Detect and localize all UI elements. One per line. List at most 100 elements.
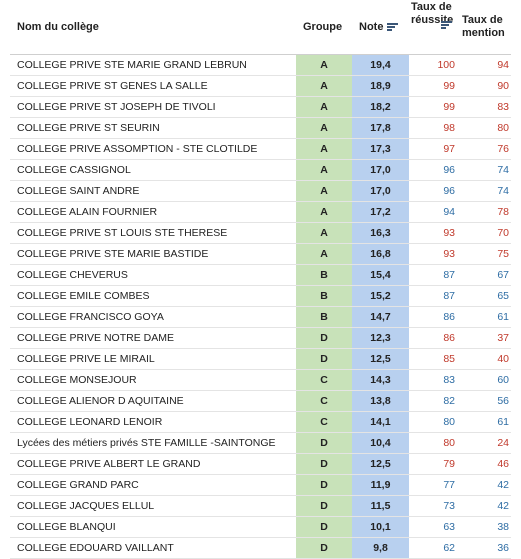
taux-mention-cell: 78 — [497, 206, 509, 218]
note-cell: 15,4 — [352, 265, 409, 285]
college-name-cell: COLLEGE EDOUARD VAILLANT — [17, 542, 174, 554]
groupe-cell: D — [296, 454, 352, 474]
college-name-cell: COLLEGE PRIVE STE MARIE GRAND LEBRUN — [17, 59, 247, 71]
sort-icon[interactable] — [441, 21, 452, 30]
column-header-taux-mention[interactable]: Taux de mention — [462, 14, 505, 39]
taux-mention-cell: 61 — [497, 311, 509, 323]
groupe-cell: C — [296, 370, 352, 390]
taux-mention-cell: 37 — [497, 332, 509, 344]
groupe-cell: D — [296, 517, 352, 537]
taux-mention-cell: 24 — [497, 437, 509, 449]
taux-mention-cell: 70 — [497, 227, 509, 239]
table-row: COLLEGE SAINT ANDRE A 17,0 96 74 — [10, 181, 511, 202]
taux-reussite-cell: 86 — [443, 332, 455, 344]
taux-mention-cell: 74 — [497, 185, 509, 197]
college-name-cell: COLLEGE MONSEJOUR — [17, 374, 137, 386]
taux-reussite-cell: 97 — [443, 143, 455, 155]
groupe-cell: A — [296, 181, 352, 201]
table-row: COLLEGE PRIVE ST JOSEPH DE TIVOLI A 18,2 99… — [10, 97, 511, 118]
taux-mention-cell: 75 — [497, 248, 509, 260]
table-row: COLLEGE PRIVE STE MARIE BASTIDE A 16,8 93 75 — [10, 244, 511, 265]
table-row: COLLEGE PRIVE ST GENES LA SALLE A 18,9 99 90 — [10, 76, 511, 97]
table-row: COLLEGE PRIVE ASSOMPTION - STE CLOTILDE A… — [10, 139, 511, 160]
taux-mention-cell: 94 — [497, 59, 509, 71]
taux-mention-cell: 65 — [497, 290, 509, 302]
taux-reussite-cell: 85 — [443, 353, 455, 365]
taux-reussite-cell: 80 — [443, 416, 455, 428]
taux-mention-cell: 80 — [497, 122, 509, 134]
college-name-cell: COLLEGE CHEVERUS — [17, 269, 128, 281]
table-row: COLLEGE CHEVERUS B 15,4 87 67 — [10, 265, 511, 286]
table-row: COLLEGE ALAIN FOURNIER A 17,2 94 78 — [10, 202, 511, 223]
groupe-cell: A — [296, 244, 352, 264]
taux-mention-cell: 56 — [497, 395, 509, 407]
taux-reussite-cell: 80 — [443, 437, 455, 449]
taux-reussite-cell: 100 — [437, 59, 455, 71]
college-name-cell: Lycées des métiers privés STE FAMILLE -S… — [17, 437, 276, 449]
colleges-table: Nom du collège Groupe Note Taux de réuss… — [10, 0, 511, 559]
college-name-cell: COLLEGE EMILE COMBES — [17, 290, 150, 302]
column-header-note-label: Note — [359, 21, 384, 33]
groupe-cell: C — [296, 391, 352, 411]
taux-reussite-cell: 83 — [443, 374, 455, 386]
taux-mention-cell: 74 — [497, 164, 509, 176]
taux-reussite-cell: 79 — [443, 458, 455, 470]
note-cell: 12,5 — [352, 349, 409, 369]
college-name-cell: COLLEGE PRIVE STE MARIE BASTIDE — [17, 248, 209, 260]
column-header-nom[interactable]: Nom du collège — [17, 21, 99, 33]
groupe-cell: D — [296, 538, 352, 558]
table-row: COLLEGE PRIVE STE MARIE GRAND LEBRUN A 19,… — [10, 55, 511, 76]
column-header-note[interactable]: Note — [359, 21, 399, 34]
groupe-cell: B — [296, 307, 352, 327]
taux-reussite-cell: 96 — [443, 164, 455, 176]
taux-reussite-cell: 94 — [443, 206, 455, 218]
groupe-cell: D — [296, 349, 352, 369]
note-cell: 14,1 — [352, 412, 409, 432]
column-header-taux-reussite[interactable]: Taux de réussite — [411, 1, 459, 30]
college-name-cell: COLLEGE PRIVE ST LOUIS STE THERESE — [17, 227, 228, 239]
college-name-cell: COLLEGE GRAND PARC — [17, 479, 139, 491]
college-name-cell: COLLEGE ALIENOR D AQUITAINE — [17, 395, 184, 407]
table-row: COLLEGE CASSIGNOL A 17,0 96 74 — [10, 160, 511, 181]
note-cell: 14,7 — [352, 307, 409, 327]
taux-reussite-cell: 86 — [443, 311, 455, 323]
taux-mention-cell: 40 — [497, 353, 509, 365]
groupe-cell: B — [296, 286, 352, 306]
column-header-groupe[interactable]: Groupe — [303, 21, 343, 33]
taux-reussite-cell: 93 — [443, 227, 455, 239]
table-row: COLLEGE JACQUES ELLUL D 11,5 73 42 — [10, 496, 511, 517]
note-cell: 14,3 — [352, 370, 409, 390]
college-name-cell: COLLEGE CASSIGNOL — [17, 164, 131, 176]
taux-reussite-cell: 96 — [443, 185, 455, 197]
college-name-cell: COLLEGE SAINT ANDRE — [17, 185, 140, 197]
column-header-taux-reussite-label: Taux de réussite — [411, 1, 454, 26]
groupe-cell: A — [296, 76, 352, 96]
table-row: COLLEGE MONSEJOUR C 14,3 83 60 — [10, 370, 511, 391]
college-name-cell: COLLEGE LEONARD LENOIR — [17, 416, 163, 428]
taux-reussite-cell: 99 — [443, 80, 455, 92]
groupe-cell: D — [296, 433, 352, 453]
table-row: COLLEGE LEONARD LENOIR C 14,1 80 61 — [10, 412, 511, 433]
groupe-cell: B — [296, 265, 352, 285]
groupe-cell: C — [296, 412, 352, 432]
table-row: Lycées des métiers privés STE FAMILLE -S… — [10, 433, 511, 454]
taux-mention-cell: 90 — [497, 80, 509, 92]
groupe-cell: D — [296, 496, 352, 516]
sort-icon[interactable] — [387, 23, 399, 32]
college-name-cell: COLLEGE PRIVE ST GENES LA SALLE — [17, 80, 208, 92]
taux-reussite-cell: 63 — [443, 521, 455, 533]
college-name-cell: COLLEGE PRIVE ASSOMPTION - STE CLOTILDE — [17, 143, 258, 155]
groupe-cell: A — [296, 139, 352, 159]
note-cell: 11,9 — [352, 475, 409, 495]
note-cell: 12,5 — [352, 454, 409, 474]
college-name-cell: COLLEGE PRIVE ST JOSEPH DE TIVOLI — [17, 101, 216, 113]
college-name-cell: COLLEGE PRIVE NOTRE DAME — [17, 332, 174, 344]
note-cell: 19,4 — [352, 55, 409, 75]
table-row: COLLEGE GRAND PARC D 11,9 77 42 — [10, 475, 511, 496]
table-row: COLLEGE PRIVE NOTRE DAME D 12,3 86 37 — [10, 328, 511, 349]
table-row: COLLEGE EDOUARD VAILLANT D 9,8 62 36 — [10, 538, 511, 559]
groupe-cell: A — [296, 160, 352, 180]
college-name-cell: COLLEGE PRIVE ST SEURIN — [17, 122, 160, 134]
note-cell: 18,2 — [352, 97, 409, 117]
college-name-cell: COLLEGE ALAIN FOURNIER — [17, 206, 158, 218]
